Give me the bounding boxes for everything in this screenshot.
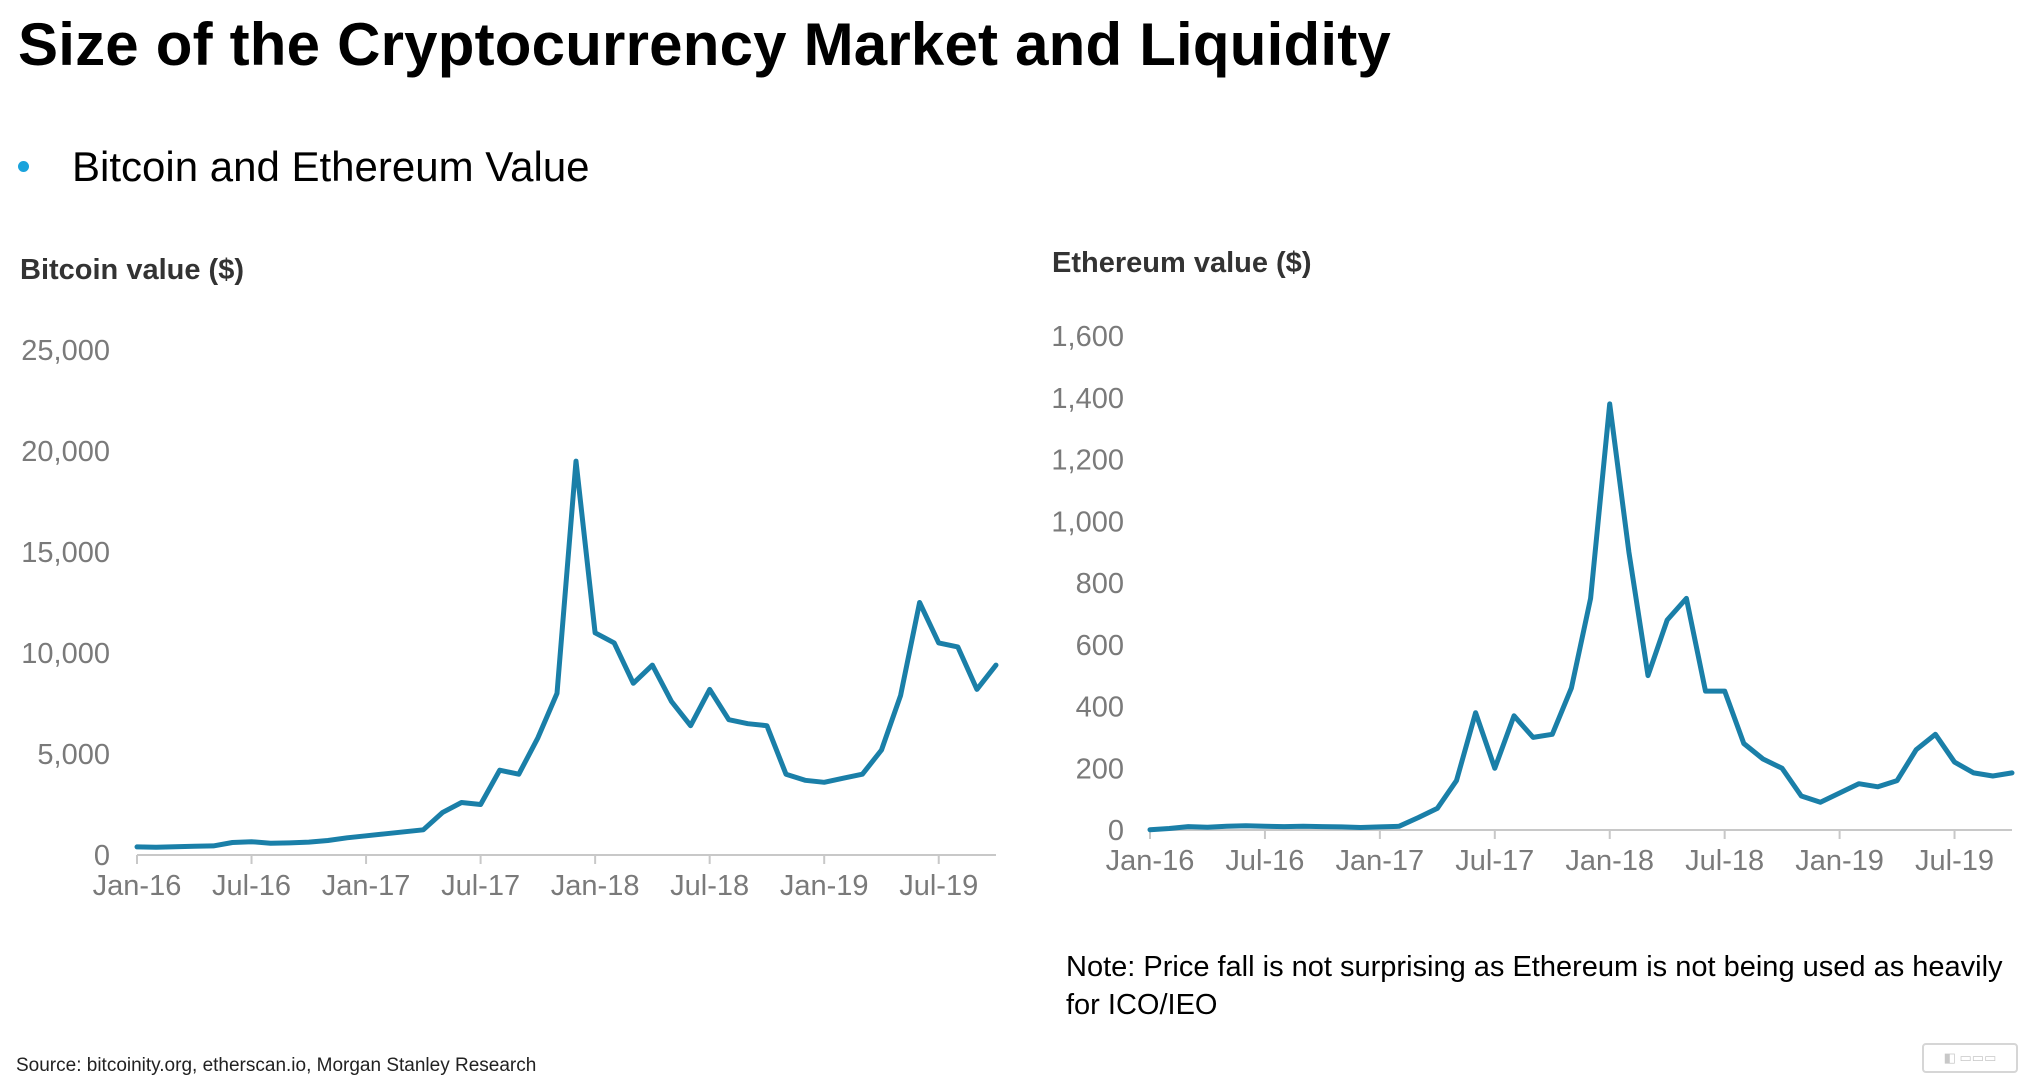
watermark-logo-icon: ◧ ▭▭▭	[1922, 1043, 2018, 1073]
eth-series-line-0	[1147, 401, 2015, 833]
chart-note: Note: Price fall is not surprising as Et…	[1066, 951, 2003, 1021]
eth-x-tick-label: Jan-16	[1106, 845, 1195, 877]
bullet-text: Bitcoin and Ethereum Value	[72, 143, 590, 190]
eth-y-tick-label: 1,200	[1051, 445, 1124, 477]
btc-series-line-0	[134, 458, 999, 850]
eth-y-tick-label: 400	[1076, 692, 1124, 724]
eth-x-tick-label: Jan-17	[1336, 845, 1425, 877]
eth-x-tick-label: Jul-18	[1685, 845, 1764, 877]
eth-x-tick-label: Jul-19	[1915, 845, 1994, 877]
bullet-dot-icon	[18, 161, 29, 172]
bitcoin-chart-title: Bitcoin value ($)	[20, 254, 244, 286]
eth-x-tick-label: Jan-19	[1795, 845, 1884, 877]
btc-x-tick-label: Jan-19	[780, 870, 869, 902]
slide-title: Size of the Cryptocurrency Market and Li…	[18, 11, 1391, 78]
btc-y-tick-label: 20,000	[21, 436, 110, 468]
btc-x-tick-label: Jul-17	[441, 870, 520, 902]
btc-x-tick-label: Jul-19	[899, 870, 978, 902]
eth-x-tick-label: Jul-16	[1225, 845, 1304, 877]
ethereum-chart-title: Ethereum value ($)	[1052, 247, 1312, 279]
btc-y-tick-label: 10,000	[21, 638, 110, 670]
btc-x-tick-label: Jan-17	[322, 870, 411, 902]
btc-x-tick-label: Jan-18	[551, 870, 640, 902]
eth-y-tick-label: 0	[1108, 815, 1124, 847]
eth-y-tick-label: 1,000	[1051, 506, 1124, 538]
source-footnote: Source: bitcoinity.org, etherscan.io, Mo…	[16, 1055, 537, 1076]
btc-y-tick-label: 25,000	[21, 335, 110, 367]
eth-y-tick-label: 1,600	[1051, 321, 1124, 353]
btc-y-tick-label: 0	[94, 840, 110, 872]
eth-y-tick-label: 600	[1076, 630, 1124, 662]
eth-y-tick-label: 800	[1076, 568, 1124, 600]
btc-x-tick-label: Jul-18	[670, 870, 749, 902]
btc-x-tick-label: Jan-16	[93, 870, 182, 902]
eth-x-tick-label: Jul-17	[1455, 845, 1534, 877]
btc-y-tick-label: 15,000	[21, 537, 110, 569]
eth-x-tick-label: Jan-18	[1565, 845, 1654, 877]
eth-y-tick-label: 200	[1076, 753, 1124, 785]
btc-y-tick-label: 5,000	[37, 739, 110, 771]
btc-x-tick-label: Jul-16	[212, 870, 291, 902]
eth-y-tick-label: 1,400	[1051, 383, 1124, 415]
